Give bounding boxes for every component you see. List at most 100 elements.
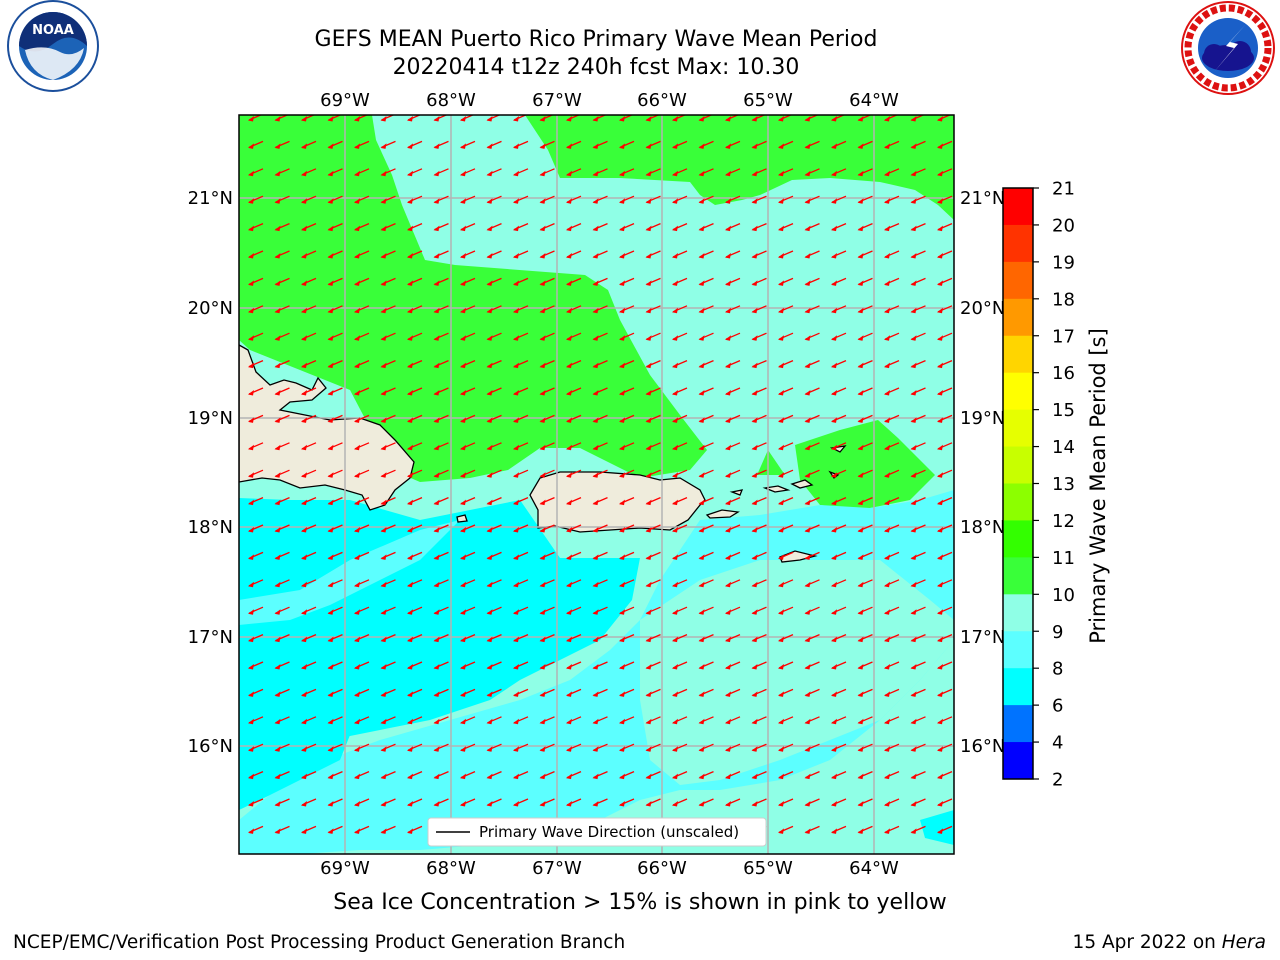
wave-arrow	[460, 115, 475, 122]
noaa-logo-text: NOAA	[32, 23, 74, 38]
wave-arrow	[380, 414, 396, 423]
lat-label-left: 17°N	[188, 627, 233, 648]
wave-arrow	[539, 332, 555, 341]
wave-arrow	[327, 168, 343, 177]
lat-label-right: 19°N	[960, 408, 1005, 429]
wave-arrow	[831, 661, 847, 670]
wave-arrow	[354, 332, 370, 341]
wave-arrow	[539, 277, 555, 286]
colorbar-tick-label: 16	[1052, 363, 1075, 384]
wave-arrow	[354, 223, 370, 232]
lat-label-right: 17°N	[960, 627, 1005, 648]
wave-arrow	[486, 277, 502, 286]
colorbar-segment	[1003, 335, 1033, 374]
wave-arrow	[354, 771, 370, 780]
wave-arrow	[831, 223, 847, 232]
wave-arrow	[937, 250, 953, 259]
wave-arrow	[698, 497, 714, 506]
wave-arrow	[274, 579, 290, 588]
wave-arrow	[645, 634, 661, 643]
wave-arrow	[831, 606, 847, 615]
wave-arrow	[433, 414, 449, 423]
wave-arrow	[698, 606, 714, 615]
wave-arrow	[513, 442, 529, 451]
wave-arrow	[804, 551, 820, 560]
colorbar-segment	[1003, 224, 1033, 263]
wave-direction-arrows	[248, 115, 953, 834]
wave-arrow	[910, 771, 926, 780]
wave-arrow	[592, 606, 608, 615]
wave-arrow	[460, 469, 476, 478]
wave-arrow	[327, 250, 343, 259]
wave-arrow	[274, 360, 290, 369]
colorbar-tick-label: 12	[1052, 511, 1075, 532]
wave-arrow	[751, 332, 767, 341]
wave-arrow	[751, 661, 767, 670]
wave-arrow	[539, 524, 555, 533]
wave-arrow	[433, 469, 449, 478]
wave-arrow	[513, 524, 529, 533]
wave-arrow	[248, 140, 264, 149]
wave-arrow	[884, 168, 900, 177]
wave-arrow	[804, 469, 820, 478]
wave-arrow	[327, 497, 343, 506]
wave-arrow	[672, 798, 688, 807]
wave-arrow	[910, 387, 926, 396]
wave-arrow	[619, 469, 635, 478]
wave-arrow	[857, 825, 873, 834]
lat-label-left: 16°N	[188, 736, 233, 757]
wave-arrow	[619, 634, 635, 643]
wave-arrow	[354, 195, 370, 204]
wave-arrow	[433, 771, 449, 780]
wave-arrow	[778, 115, 793, 122]
wave-arrow	[566, 606, 582, 615]
colorbar-tick-label: 10	[1052, 585, 1075, 606]
wave-arrow	[301, 661, 317, 670]
wave-arrow	[910, 360, 926, 369]
lat-label-left: 21°N	[188, 188, 233, 209]
colorbar-tick-label: 14	[1052, 437, 1075, 458]
wave-arrow	[725, 579, 741, 588]
wave-arrow	[539, 743, 555, 752]
wave-arrow	[460, 223, 476, 232]
wave-arrow	[248, 825, 264, 834]
wave-arrow	[619, 716, 635, 725]
wave-arrow	[725, 360, 741, 369]
wave-arrow	[433, 115, 448, 122]
wave-arrow	[486, 360, 502, 369]
wave-arrow	[274, 497, 290, 506]
wave-arrow	[460, 551, 476, 560]
wave-arrow	[486, 305, 502, 314]
wave-arrow	[327, 716, 343, 725]
wave-arrow	[380, 743, 396, 752]
wave-arrow	[937, 332, 953, 341]
wave-arrow	[910, 524, 926, 533]
wave-arrow	[910, 579, 926, 588]
wave-arrow	[407, 195, 423, 204]
wave-arrow	[566, 195, 582, 204]
wave-arrow	[407, 661, 423, 670]
wave-arrow	[592, 277, 608, 286]
wave-arrow	[645, 606, 661, 615]
wave-arrow	[910, 442, 926, 451]
wave-arrow	[301, 551, 317, 560]
wave-arrow	[857, 360, 873, 369]
wave-arrow	[327, 442, 343, 451]
wave-arrow	[513, 551, 529, 560]
wave-arrow	[566, 497, 582, 506]
wave-arrow	[460, 168, 476, 177]
wave-arrow	[778, 771, 794, 780]
wave-arrow	[698, 115, 713, 122]
wave-arrow	[301, 716, 317, 725]
wave-arrow	[751, 771, 767, 780]
wave-arrow	[884, 716, 900, 725]
wave-arrow	[619, 743, 635, 752]
wave-arrow	[778, 497, 794, 506]
wave-arrow	[698, 551, 714, 560]
wave-arrow	[566, 661, 582, 670]
wave-arrow	[354, 168, 370, 177]
wave-arrow	[672, 524, 688, 533]
wave-arrow	[804, 825, 820, 834]
wave-arrow	[645, 223, 661, 232]
